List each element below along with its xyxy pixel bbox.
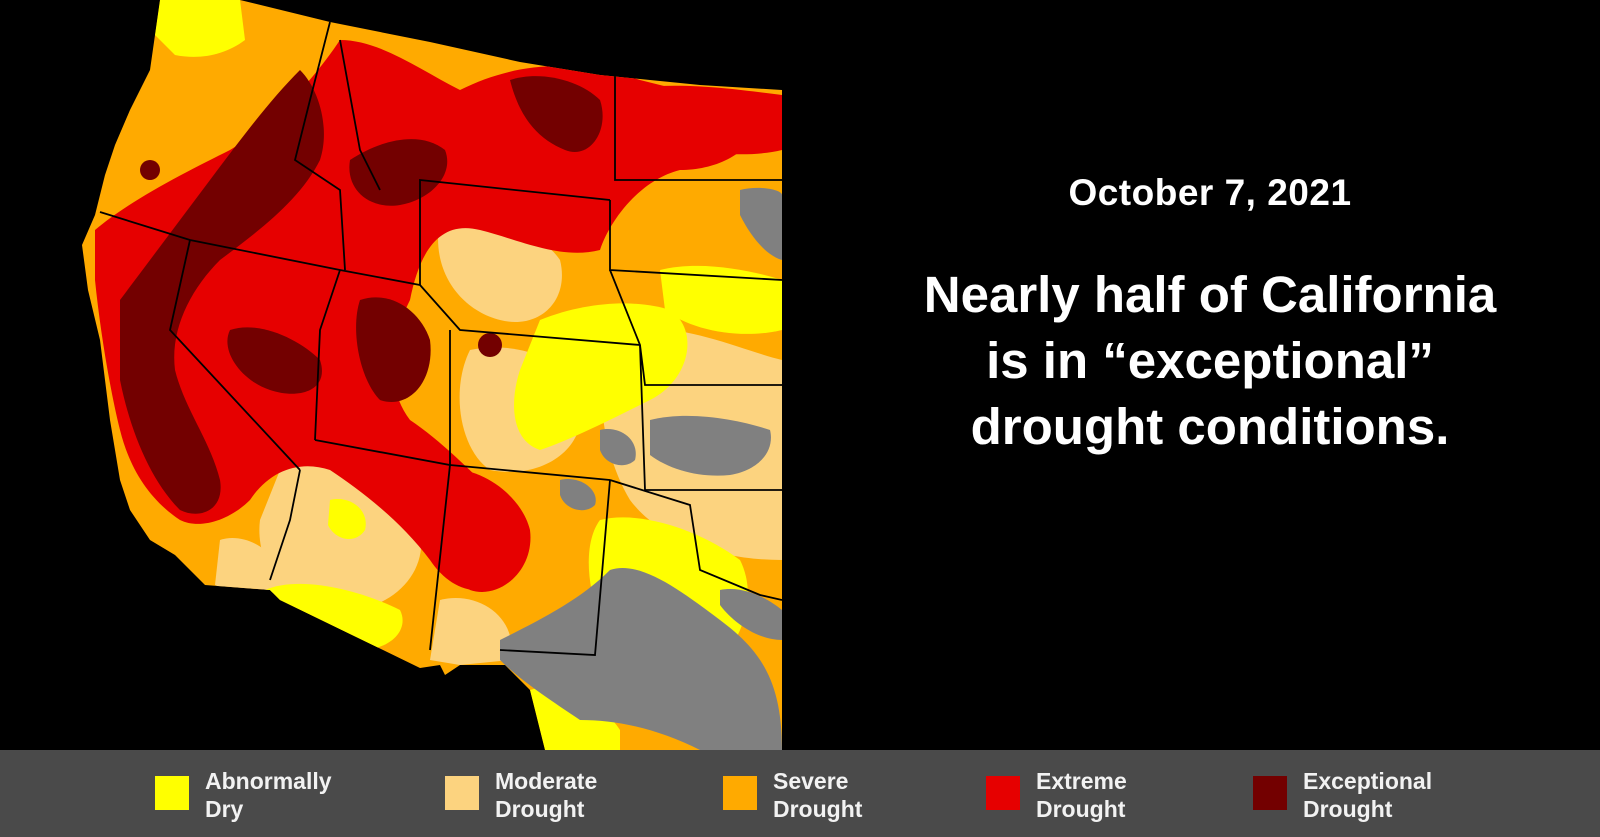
exceptional-drought-area (349, 139, 448, 206)
abnormally-dry-area (660, 265, 782, 334)
no-drought-area (650, 415, 771, 476)
legend-label-line1: Moderate (495, 768, 598, 794)
drought-zones (82, 0, 782, 750)
headline: Nearly half of California is in “excepti… (850, 262, 1570, 460)
moderate-drought-area (215, 538, 282, 600)
western-us-map (82, 0, 782, 750)
abnormally-dry-area (265, 583, 403, 650)
legend-swatch (986, 776, 1020, 810)
state-borders (99, 21, 782, 656)
legend-label: Severe Drought (773, 767, 862, 823)
moderate-drought-area (430, 598, 512, 665)
exceptional-drought-area (356, 297, 431, 402)
extreme-drought-area (616, 85, 782, 155)
abnormally-dry-area (530, 687, 620, 750)
drought-map (0, 0, 785, 750)
no-drought-area (740, 187, 782, 260)
legend-label: Exceptional Drought (1303, 767, 1432, 823)
extreme-drought-area (427, 468, 531, 592)
legend-swatch (445, 776, 479, 810)
abnormally-dry-area (514, 303, 688, 450)
legend-label-line2: Drought (773, 796, 863, 822)
legend-label-line2: Drought (495, 796, 585, 822)
legend-label: Moderate Drought (495, 767, 597, 823)
headline-line-3: drought conditions. (970, 398, 1450, 455)
abnormally-dry-area (155, 0, 245, 57)
no-drought-area (560, 479, 596, 511)
legend-label-line1: Abnormally (205, 768, 332, 794)
headline-line-2: is in “exceptional” (986, 332, 1434, 389)
no-drought-area (600, 429, 636, 466)
exceptional-drought-area (510, 76, 603, 152)
legend-label-line2: Drought (1303, 796, 1393, 822)
exceptional-drought-area (120, 70, 324, 514)
headline-line-1: Nearly half of California (923, 266, 1497, 323)
legend-label: Abnormally Dry (205, 767, 332, 823)
legend-swatch (723, 776, 757, 810)
exceptional-drought-area (478, 333, 502, 357)
legend-label-line1: Extreme (1036, 768, 1127, 794)
legend-swatch (1253, 776, 1287, 810)
legend-label-line1: Exceptional (1303, 768, 1433, 794)
legend-label: Extreme Drought (1036, 767, 1127, 823)
legend-label-line2: Dry (205, 796, 244, 822)
exceptional-drought-area (140, 160, 160, 180)
legend: Abnormally Dry Moderate Drought Severe D… (0, 750, 1600, 837)
legend-label-line1: Severe (773, 768, 849, 794)
no-drought-area (500, 568, 782, 750)
drought-map-slide: October 7, 2021 Nearly half of Californi… (0, 0, 1570, 750)
abnormally-dry-area (328, 499, 366, 540)
legend-label-line2: Drought (1036, 796, 1126, 822)
legend-swatch (155, 776, 189, 810)
map-date: October 7, 2021 (1068, 172, 1352, 213)
exceptional-drought-area (227, 327, 322, 394)
no-drought-area (720, 589, 782, 640)
